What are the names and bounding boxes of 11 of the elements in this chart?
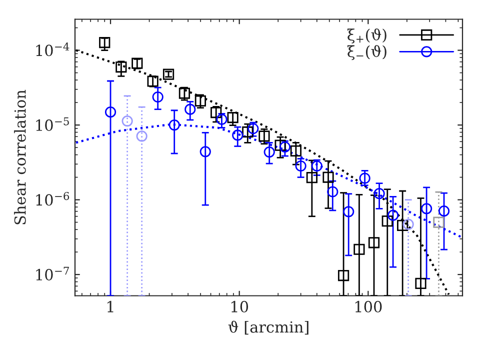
legend-label: ξ$_{+}$(ϑ): [347, 28, 386, 44]
y-tick-label: 10$^{−4}$: [36, 42, 70, 56]
legend-label: ξ$_{−}$(ϑ): [347, 45, 386, 60]
x-tick-label: 10: [231, 300, 248, 312]
x-axis-title: ϑ [arcmin]: [228, 320, 308, 335]
y-axis-title: Shear correlation: [14, 90, 26, 224]
x-tick-label: 1: [108, 300, 114, 312]
y-tick-label: 10$^{−5}$: [36, 117, 69, 131]
x-tick-label: 100: [355, 300, 382, 312]
y-tick-label: 10$^{−7}$: [36, 266, 69, 280]
y-tick-label: 10$^{−6}$: [36, 192, 70, 206]
